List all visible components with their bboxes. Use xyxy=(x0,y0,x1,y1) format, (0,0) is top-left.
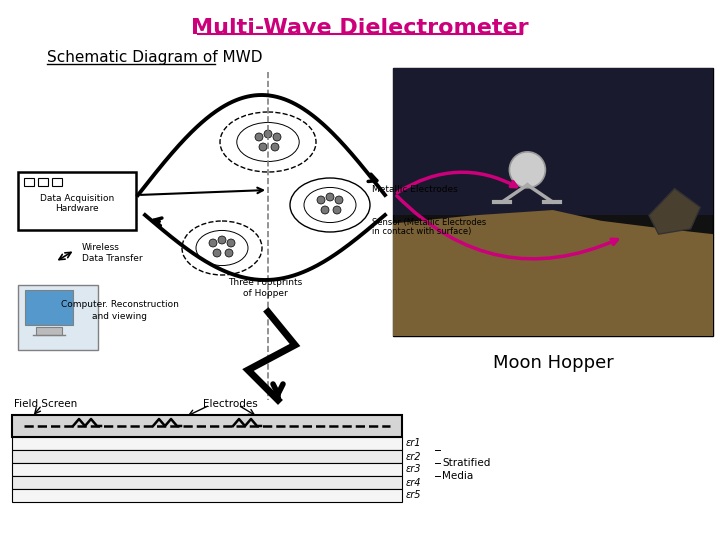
Text: εr3: εr3 xyxy=(406,464,421,475)
Circle shape xyxy=(333,206,341,214)
Text: Wireless
Data Transfer: Wireless Data Transfer xyxy=(82,242,143,264)
Bar xyxy=(12,415,402,437)
Bar xyxy=(36,327,62,335)
Circle shape xyxy=(209,239,217,247)
Text: Metallic Electrodes: Metallic Electrodes xyxy=(372,186,458,194)
Text: Media: Media xyxy=(442,471,473,481)
Text: Stratified: Stratified xyxy=(442,458,490,468)
Text: Data Acquisition: Data Acquisition xyxy=(40,194,114,203)
Text: Three Footprints
of Hopper: Three Footprints of Hopper xyxy=(228,278,302,298)
Text: Computer. Reconstruction
and viewing: Computer. Reconstruction and viewing xyxy=(61,300,179,321)
Circle shape xyxy=(255,133,263,141)
Text: Multi-Wave Dielectrometer: Multi-Wave Dielectrometer xyxy=(192,18,528,38)
Bar xyxy=(393,68,713,215)
Bar xyxy=(18,285,98,350)
Circle shape xyxy=(259,143,267,151)
Circle shape xyxy=(213,249,221,257)
Bar xyxy=(18,172,136,230)
Bar xyxy=(393,68,713,336)
Circle shape xyxy=(326,193,334,201)
Text: Hardware: Hardware xyxy=(55,204,99,213)
Text: Electrodes: Electrodes xyxy=(202,399,257,409)
Circle shape xyxy=(317,196,325,204)
Bar xyxy=(12,437,402,450)
Bar xyxy=(12,489,402,502)
Circle shape xyxy=(264,130,272,138)
Text: Field Screen: Field Screen xyxy=(14,399,77,409)
Circle shape xyxy=(271,143,279,151)
Bar xyxy=(12,463,402,476)
Circle shape xyxy=(273,133,281,141)
Circle shape xyxy=(227,239,235,247)
Bar xyxy=(52,178,62,186)
Polygon shape xyxy=(393,210,713,336)
Text: εr2: εr2 xyxy=(406,451,421,462)
Text: εr5: εr5 xyxy=(406,490,421,501)
Bar xyxy=(12,450,402,463)
Bar xyxy=(24,178,34,186)
Text: Sensor (Metallic Electrodes: Sensor (Metallic Electrodes xyxy=(372,218,486,227)
Bar xyxy=(38,178,48,186)
Text: in contact with surface): in contact with surface) xyxy=(372,227,472,236)
Text: εr1: εr1 xyxy=(406,438,421,449)
Bar xyxy=(25,290,73,325)
Circle shape xyxy=(225,249,233,257)
Circle shape xyxy=(510,152,546,188)
Circle shape xyxy=(218,236,226,244)
Text: Schematic Diagram of MWD: Schematic Diagram of MWD xyxy=(47,50,263,65)
Circle shape xyxy=(335,196,343,204)
Text: Moon Hopper: Moon Hopper xyxy=(492,354,613,372)
Circle shape xyxy=(321,206,329,214)
Text: εr4: εr4 xyxy=(406,477,421,488)
Bar xyxy=(12,476,402,489)
Polygon shape xyxy=(649,188,701,234)
